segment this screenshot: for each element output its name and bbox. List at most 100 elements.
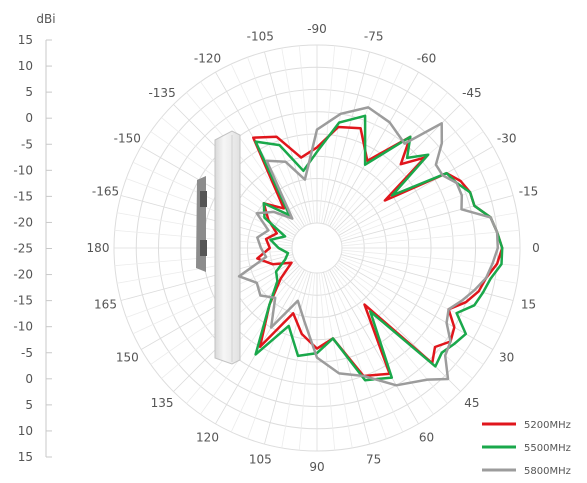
grid-spoke: [126, 178, 294, 240]
legend-label: 5200MHz: [524, 420, 571, 431]
angle-label: -120: [194, 51, 221, 65]
angle-label: 30: [499, 351, 514, 365]
radial-tick-label: -10: [13, 163, 33, 177]
legend-label: 5500MHz: [524, 443, 571, 454]
grid-spoke: [132, 161, 295, 238]
grid-spoke: [340, 256, 508, 318]
angle-label: 45: [464, 396, 479, 410]
grid-spoke: [335, 117, 473, 233]
radial-tick-label: -15: [13, 294, 33, 308]
antenna-device-illustration: [196, 130, 241, 365]
angle-label: -90: [307, 22, 327, 36]
radial-tick-label: -20: [13, 215, 33, 229]
grid-spoke: [247, 57, 309, 225]
angle-label: -60: [417, 51, 437, 65]
grid-spoke: [327, 270, 404, 433]
angle-label: 105: [249, 453, 272, 467]
angle-label: 120: [196, 431, 219, 445]
grid-spoke: [338, 260, 494, 350]
grid-spoke: [339, 161, 502, 238]
grid-spoke: [200, 268, 303, 415]
angle-label: -105: [247, 30, 274, 44]
angle-label: 60: [419, 431, 434, 445]
grid-spoke: [341, 251, 517, 284]
polar-grid: [113, 44, 521, 452]
grid-spoke: [329, 269, 419, 425]
angle-label: 90: [309, 460, 324, 474]
angle-label: 75: [366, 453, 381, 467]
grid-spoke: [334, 265, 461, 392]
angle-label: -45: [462, 86, 482, 100]
angle-label: 135: [151, 396, 174, 410]
grid-spoke: [264, 51, 311, 224]
grid-spoke: [329, 71, 419, 227]
series-layer: [237, 106, 504, 387]
grid-spoke: [318, 45, 336, 224]
grid-spoke: [337, 131, 484, 234]
grid-spoke: [281, 48, 314, 224]
angle-label: -150: [114, 132, 141, 146]
grid-spoke: [332, 92, 448, 230]
grid-spoke: [341, 249, 520, 267]
grid-spoke: [341, 212, 517, 245]
grid-spoke: [337, 262, 484, 365]
grid-spoke: [230, 270, 307, 433]
grid-spoke: [338, 146, 494, 236]
radial-tick-label: 5: [25, 85, 33, 99]
grid-spoke: [281, 272, 314, 448]
radial-axis-unit: dBi: [36, 12, 55, 26]
radial-tick-label: 10: [18, 59, 33, 73]
radial-tick-label: -25: [13, 242, 33, 256]
radial-tick-label: 0: [25, 111, 33, 125]
grid-spoke: [126, 256, 294, 318]
angle-label: 15: [521, 298, 536, 312]
angle-label: 180: [87, 241, 110, 255]
radial-tick-label: -15: [13, 189, 33, 203]
radial-tick-label: -20: [13, 268, 33, 282]
grid-spoke: [320, 48, 353, 224]
radial-tick-label: 10: [18, 424, 33, 438]
radial-tick-label: -5: [21, 137, 33, 151]
grid-spoke: [186, 266, 302, 404]
legend: 5200MHz 5500MHz 5800MHz: [482, 420, 571, 477]
mount-bracket: [196, 176, 206, 272]
grid-spoke: [341, 229, 520, 247]
grid-spoke: [318, 272, 336, 451]
grid-ring-center: [291, 222, 343, 274]
grid-spoke: [323, 272, 370, 445]
angle-label: -135: [148, 86, 175, 100]
radial-tick-label: -10: [13, 320, 33, 334]
grid-spoke: [298, 272, 316, 451]
mount-clip-bottom: [200, 240, 207, 256]
series-5200MHz-line: [252, 125, 504, 378]
grid-spoke: [340, 178, 508, 240]
series-5500MHz-line: [254, 114, 504, 382]
angle-label: 165: [94, 298, 117, 312]
angle-label: -30: [497, 132, 517, 146]
radial-tick-label: -5: [21, 346, 33, 360]
angle-label: -75: [364, 30, 384, 44]
radial-tick-label: 0: [25, 372, 33, 386]
grid-spoke: [264, 272, 311, 445]
radial-tick-label: 15: [18, 450, 33, 464]
grid-spoke: [341, 195, 514, 242]
radial-tick-label: 5: [25, 398, 33, 412]
antenna-panel: [214, 130, 241, 365]
grid-spoke: [247, 271, 309, 439]
grid-spoke: [132, 258, 295, 335]
angle-label: -165: [92, 184, 119, 198]
angle-label: 150: [116, 351, 139, 365]
angle-labels: -90 -75 -60 -45 -30 -150 15 30 45 60 75 90 105 120 135…: [87, 22, 540, 474]
grid-spoke: [339, 258, 502, 335]
radial-axis: 15 10 5 0 -5 -10 -15 -20 -25 -20 -15 -10 -5 0 5 10 15: [13, 33, 52, 464]
angle-label: -15: [519, 184, 539, 198]
series-5800MHz-line: [237, 106, 500, 387]
grid-spoke: [323, 51, 370, 224]
grid-spoke: [331, 268, 434, 415]
grid-spoke: [320, 272, 353, 448]
grid-spoke: [298, 45, 316, 224]
mount-clip-top: [200, 191, 207, 207]
grid-spoke: [325, 57, 387, 225]
radial-tick-label: 15: [18, 33, 33, 47]
